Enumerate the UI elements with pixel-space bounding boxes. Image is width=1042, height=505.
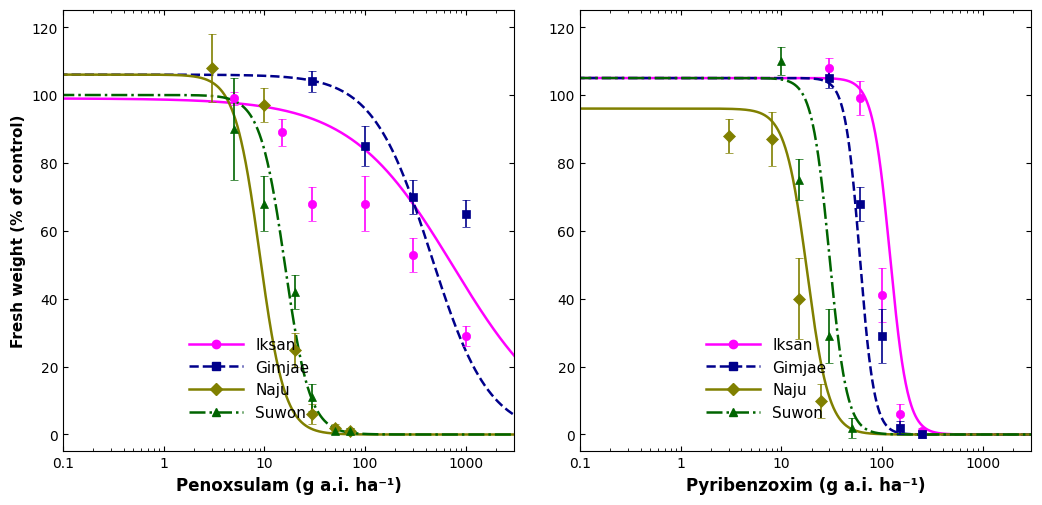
Y-axis label: Fresh weight (% of control): Fresh weight (% of control) bbox=[11, 115, 26, 348]
Legend: Iksan, Gimjae, Naju, Suwon: Iksan, Gimjae, Naju, Suwon bbox=[183, 331, 316, 426]
X-axis label: Penoxsulam (g a.i. ha⁻¹): Penoxsulam (g a.i. ha⁻¹) bbox=[175, 476, 401, 494]
Legend: Iksan, Gimjae, Naju, Suwon: Iksan, Gimjae, Naju, Suwon bbox=[700, 331, 833, 426]
X-axis label: Pyribenzoxim (g a.i. ha⁻¹): Pyribenzoxim (g a.i. ha⁻¹) bbox=[686, 476, 925, 494]
